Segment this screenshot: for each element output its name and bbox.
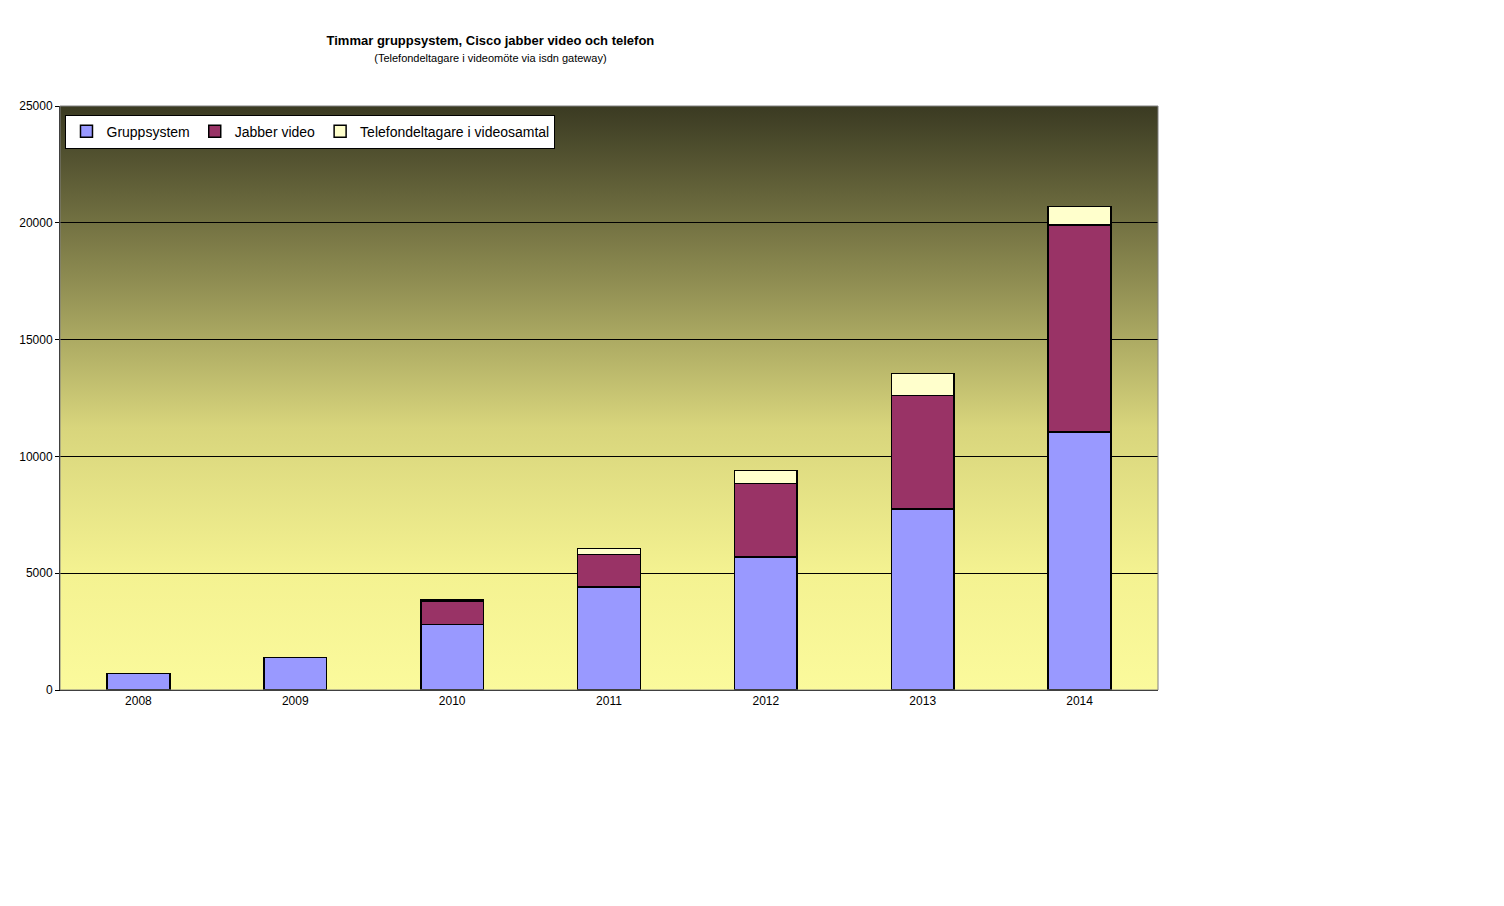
svg-text:15000: 15000 (19, 333, 53, 347)
svg-text:20000: 20000 (19, 216, 53, 230)
svg-text:2011: 2011 (596, 694, 622, 708)
svg-text:5000: 5000 (26, 566, 53, 580)
svg-text:2008: 2008 (125, 694, 152, 708)
svg-text:10000: 10000 (19, 450, 53, 464)
svg-text:2013: 2013 (909, 694, 936, 708)
svg-text:Telefondeltagare i videosamtal: Telefondeltagare i videosamtal (360, 124, 549, 140)
svg-text:2009: 2009 (282, 694, 309, 708)
svg-text:Timmar gruppsystem, Cisco jabb: Timmar gruppsystem, Cisco jabber video o… (327, 33, 655, 64)
svg-text:2014: 2014 (1066, 694, 1093, 708)
svg-text:Jabber video: Jabber video (235, 124, 315, 140)
svg-text:2010: 2010 (439, 694, 466, 708)
svg-text:25000: 25000 (19, 99, 53, 113)
svg-text:Gruppsystem: Gruppsystem (106, 124, 189, 140)
svg-text:2012: 2012 (753, 694, 780, 708)
svg-text:0: 0 (46, 683, 53, 697)
